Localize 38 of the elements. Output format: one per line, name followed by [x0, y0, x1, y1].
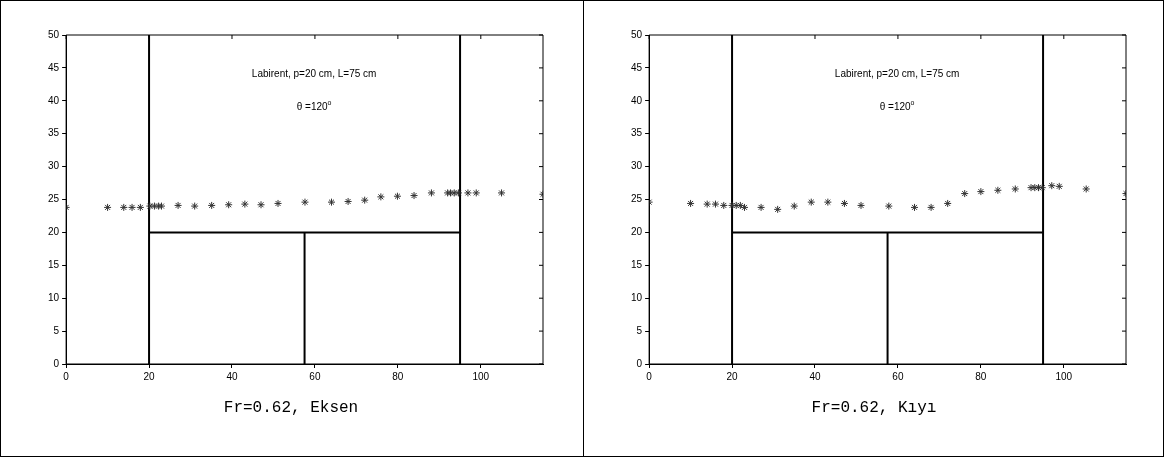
- y-tick-label: 5: [53, 324, 60, 336]
- y-tick-label: 45: [631, 61, 643, 73]
- y-tick-label: 5: [636, 324, 643, 336]
- x-tick-label: 0: [646, 370, 653, 382]
- x-tick-label: 0: [63, 370, 70, 382]
- y-tick-label: 30: [631, 160, 643, 172]
- y-tick-label: 15: [48, 259, 60, 271]
- y-tick-label: 10: [631, 291, 643, 303]
- y-tick-label: 25: [48, 193, 60, 205]
- y-tick-label: 50: [48, 28, 60, 40]
- x-tick-label: 100: [1055, 370, 1073, 382]
- y-tick-label: 0: [53, 357, 60, 369]
- y-tick-label: 40: [631, 94, 643, 106]
- x-tick-label: 40: [226, 370, 238, 382]
- y-tick-label: 35: [48, 127, 60, 139]
- y-tick-label: 0: [636, 357, 643, 369]
- y-tick-label: 20: [631, 226, 643, 238]
- x-tick-label: 20: [143, 370, 156, 382]
- x-axis-title: Fr=0.62, Kıyı: [810, 399, 938, 417]
- y-tick-label: 15: [631, 259, 643, 271]
- y-tick-label: 20: [48, 226, 60, 238]
- y-tick-label: 30: [48, 160, 60, 172]
- y-tick-label: 45: [48, 61, 60, 73]
- x-tick-label: 60: [892, 370, 904, 382]
- annotation: Labirent, p=20 cm, L=75 cm: [251, 68, 377, 80]
- annotation: Labirent, p=20 cm, L=75 cm: [834, 68, 960, 80]
- x-tick-label: 80: [392, 370, 404, 382]
- y-tick-label: 35: [631, 127, 643, 139]
- y-tick-label: 25: [631, 193, 643, 205]
- y-tick-label: 40: [48, 94, 60, 106]
- x-tick-label: 100: [472, 370, 490, 382]
- y-tick-label: 50: [631, 28, 643, 40]
- x-tick-label: 80: [975, 370, 987, 382]
- x-tick-label: 60: [309, 370, 321, 382]
- x-tick-label: 40: [809, 370, 821, 382]
- x-tick-label: 20: [726, 370, 739, 382]
- y-tick-label: 10: [48, 291, 60, 303]
- x-axis-title: Fr=0.62, Eksen: [222, 399, 360, 417]
